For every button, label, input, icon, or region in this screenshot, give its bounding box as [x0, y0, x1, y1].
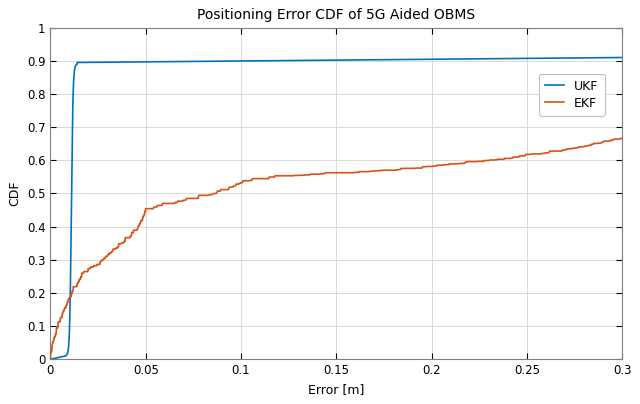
UKF	[73, 62, 81, 67]
UKF	[70, 83, 77, 88]
EKF	[47, 357, 54, 362]
EKF	[58, 315, 65, 320]
EKF	[63, 302, 71, 307]
Line: UKF: UKF	[51, 57, 623, 359]
UKF	[69, 99, 77, 104]
Line: EKF: EKF	[51, 138, 623, 359]
UKF	[47, 357, 54, 362]
EKF	[436, 163, 444, 168]
EKF	[591, 141, 598, 146]
Legend: UKF, EKF: UKF, EKF	[539, 74, 605, 116]
Y-axis label: CDF: CDF	[8, 181, 21, 206]
EKF	[87, 265, 95, 269]
UKF	[60, 354, 68, 359]
EKF	[617, 136, 625, 141]
X-axis label: Error [m]: Error [m]	[308, 383, 365, 396]
Title: Positioning Error CDF of 5G Aided OBMS: Positioning Error CDF of 5G Aided OBMS	[197, 8, 476, 22]
EKF	[619, 136, 627, 141]
UKF	[619, 55, 627, 60]
EKF	[83, 269, 91, 274]
UKF	[70, 74, 77, 79]
UKF	[56, 355, 63, 360]
